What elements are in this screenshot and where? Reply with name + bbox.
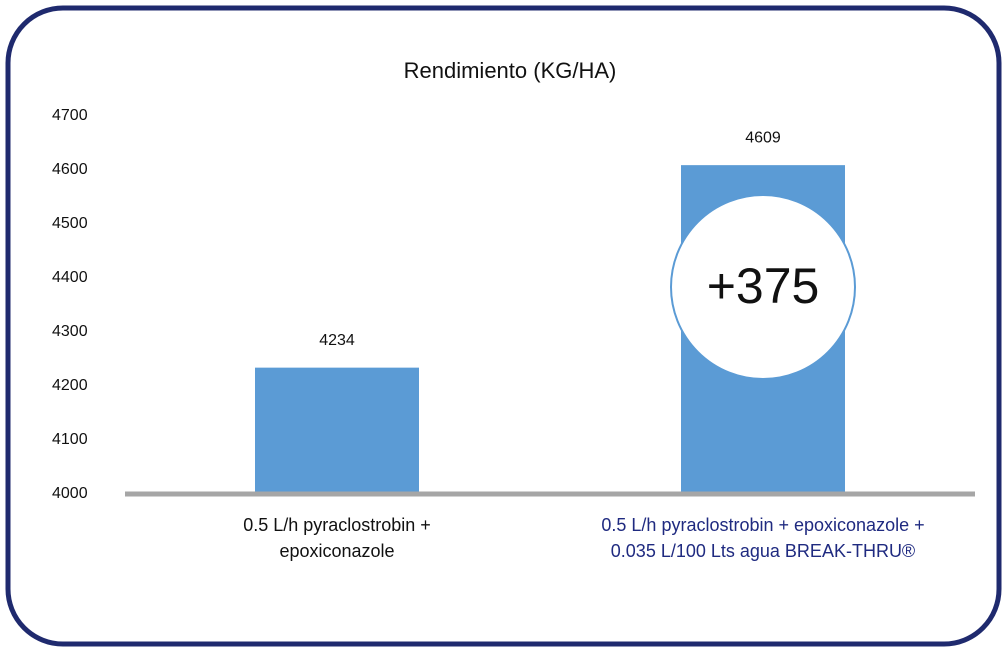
y-tick-label: 4700 — [52, 107, 88, 124]
y-tick-label: 4400 — [52, 269, 88, 286]
y-tick-label: 4200 — [52, 377, 88, 394]
y-tick-label: 4000 — [52, 485, 88, 502]
annotation-circle — [670, 194, 856, 380]
value-label: 4609 — [745, 129, 781, 146]
y-tick-label: 4100 — [52, 431, 88, 448]
annotation: +375 — [707, 258, 820, 314]
x-tick-label: 0.5 L/h pyraclostrobin + epoxiconazole — [243, 515, 431, 561]
x-tick-label: 0.5 L/h pyraclostrobin + epoxiconazole +… — [601, 515, 925, 561]
y-tick-label: 4300 — [52, 323, 88, 340]
chart-title: Rendimiento (KG/HA) — [404, 58, 617, 83]
y-tick-label: 4600 — [52, 161, 88, 178]
value-label: 4234 — [319, 332, 355, 349]
y-tick-label: 4500 — [52, 215, 88, 232]
bar — [255, 367, 419, 494]
